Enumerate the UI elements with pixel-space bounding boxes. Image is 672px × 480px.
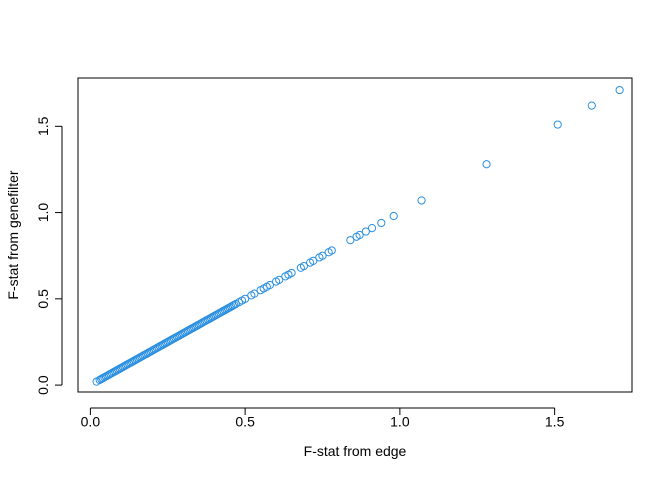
x-tick-label: 1.0	[390, 413, 410, 429]
data-point	[241, 294, 250, 303]
x-tick-label: 0.5	[235, 413, 255, 429]
data-point	[377, 218, 386, 228]
plot-frame	[77, 77, 633, 393]
x-axis: 0.0 0.5 1.0 1.5	[81, 407, 565, 429]
y-axis: 0.0 0.5 1.0 1.5	[35, 116, 63, 395]
y-tick-label: 0.5	[35, 289, 51, 309]
data-point	[250, 289, 259, 298]
data-point	[367, 223, 377, 233]
data-point	[553, 120, 562, 129]
y-axis-label: F-stat from genefilter	[5, 170, 21, 299]
data-point	[389, 211, 398, 221]
x-tick-label: 1.5	[545, 413, 565, 429]
data-point	[275, 275, 284, 284]
data-point	[265, 280, 274, 290]
data-point	[346, 236, 355, 245]
data-point	[287, 268, 296, 278]
data-point	[361, 227, 370, 236]
data-point	[299, 261, 309, 271]
data-point	[355, 230, 364, 240]
y-tick-label: 1.5	[35, 116, 51, 136]
y-tick-label: 1.0	[35, 203, 51, 223]
data-point	[482, 160, 491, 169]
data-point	[417, 196, 426, 205]
x-tick-label: 0.0	[81, 413, 101, 429]
data-points	[92, 85, 624, 386]
data-point	[615, 85, 624, 95]
data-point	[309, 256, 318, 265]
data-point	[230, 300, 239, 309]
data-point	[327, 246, 336, 255]
data-point	[587, 101, 596, 110]
data-point	[318, 251, 327, 260]
y-tick-label: 0.0	[35, 375, 51, 395]
x-axis-label: F-stat from edge	[304, 443, 407, 459]
